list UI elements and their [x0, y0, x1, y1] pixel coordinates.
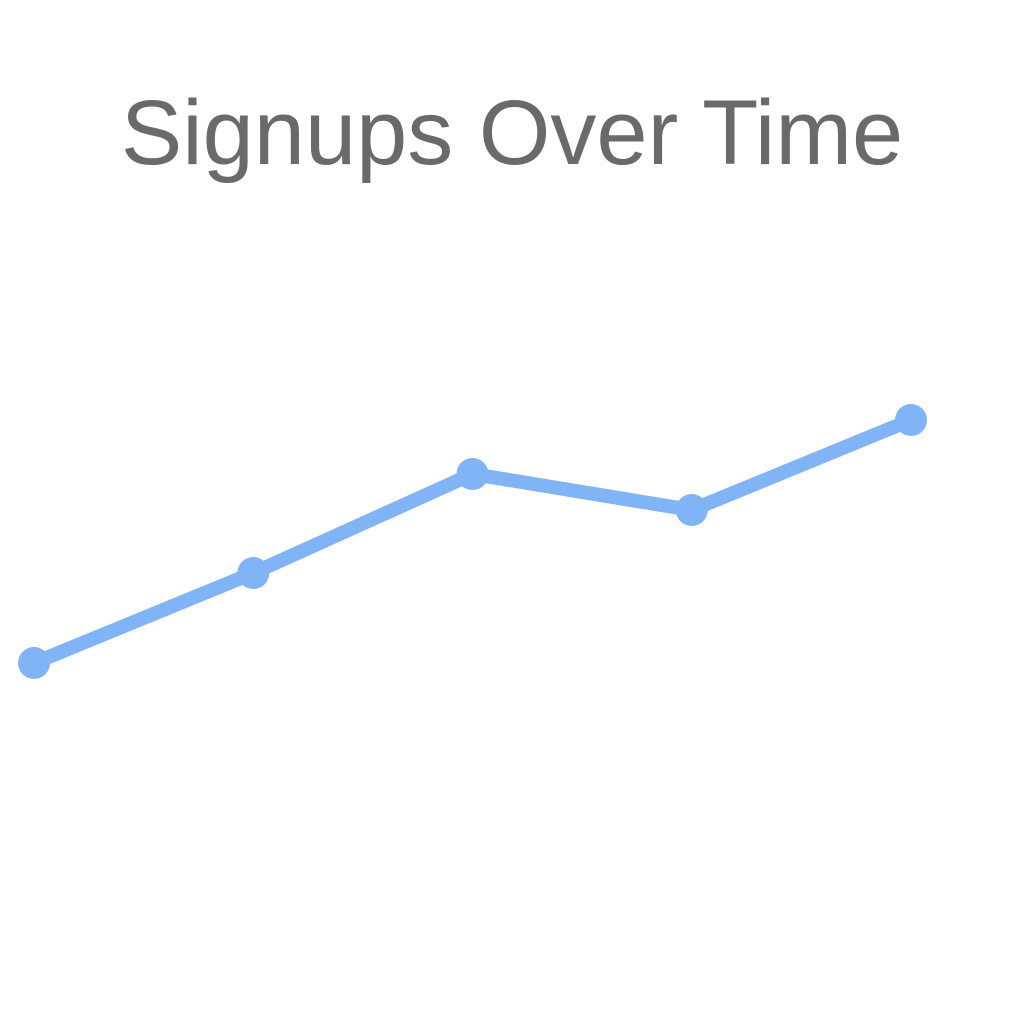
data-point-2[interactable] — [237, 557, 269, 589]
series-line-1 — [34, 420, 911, 663]
series-layer — [18, 404, 927, 679]
data-point-4[interactable] — [676, 494, 708, 526]
data-point-1[interactable] — [18, 647, 50, 679]
data-point-5[interactable] — [895, 404, 927, 436]
data-point-3[interactable] — [457, 458, 489, 490]
